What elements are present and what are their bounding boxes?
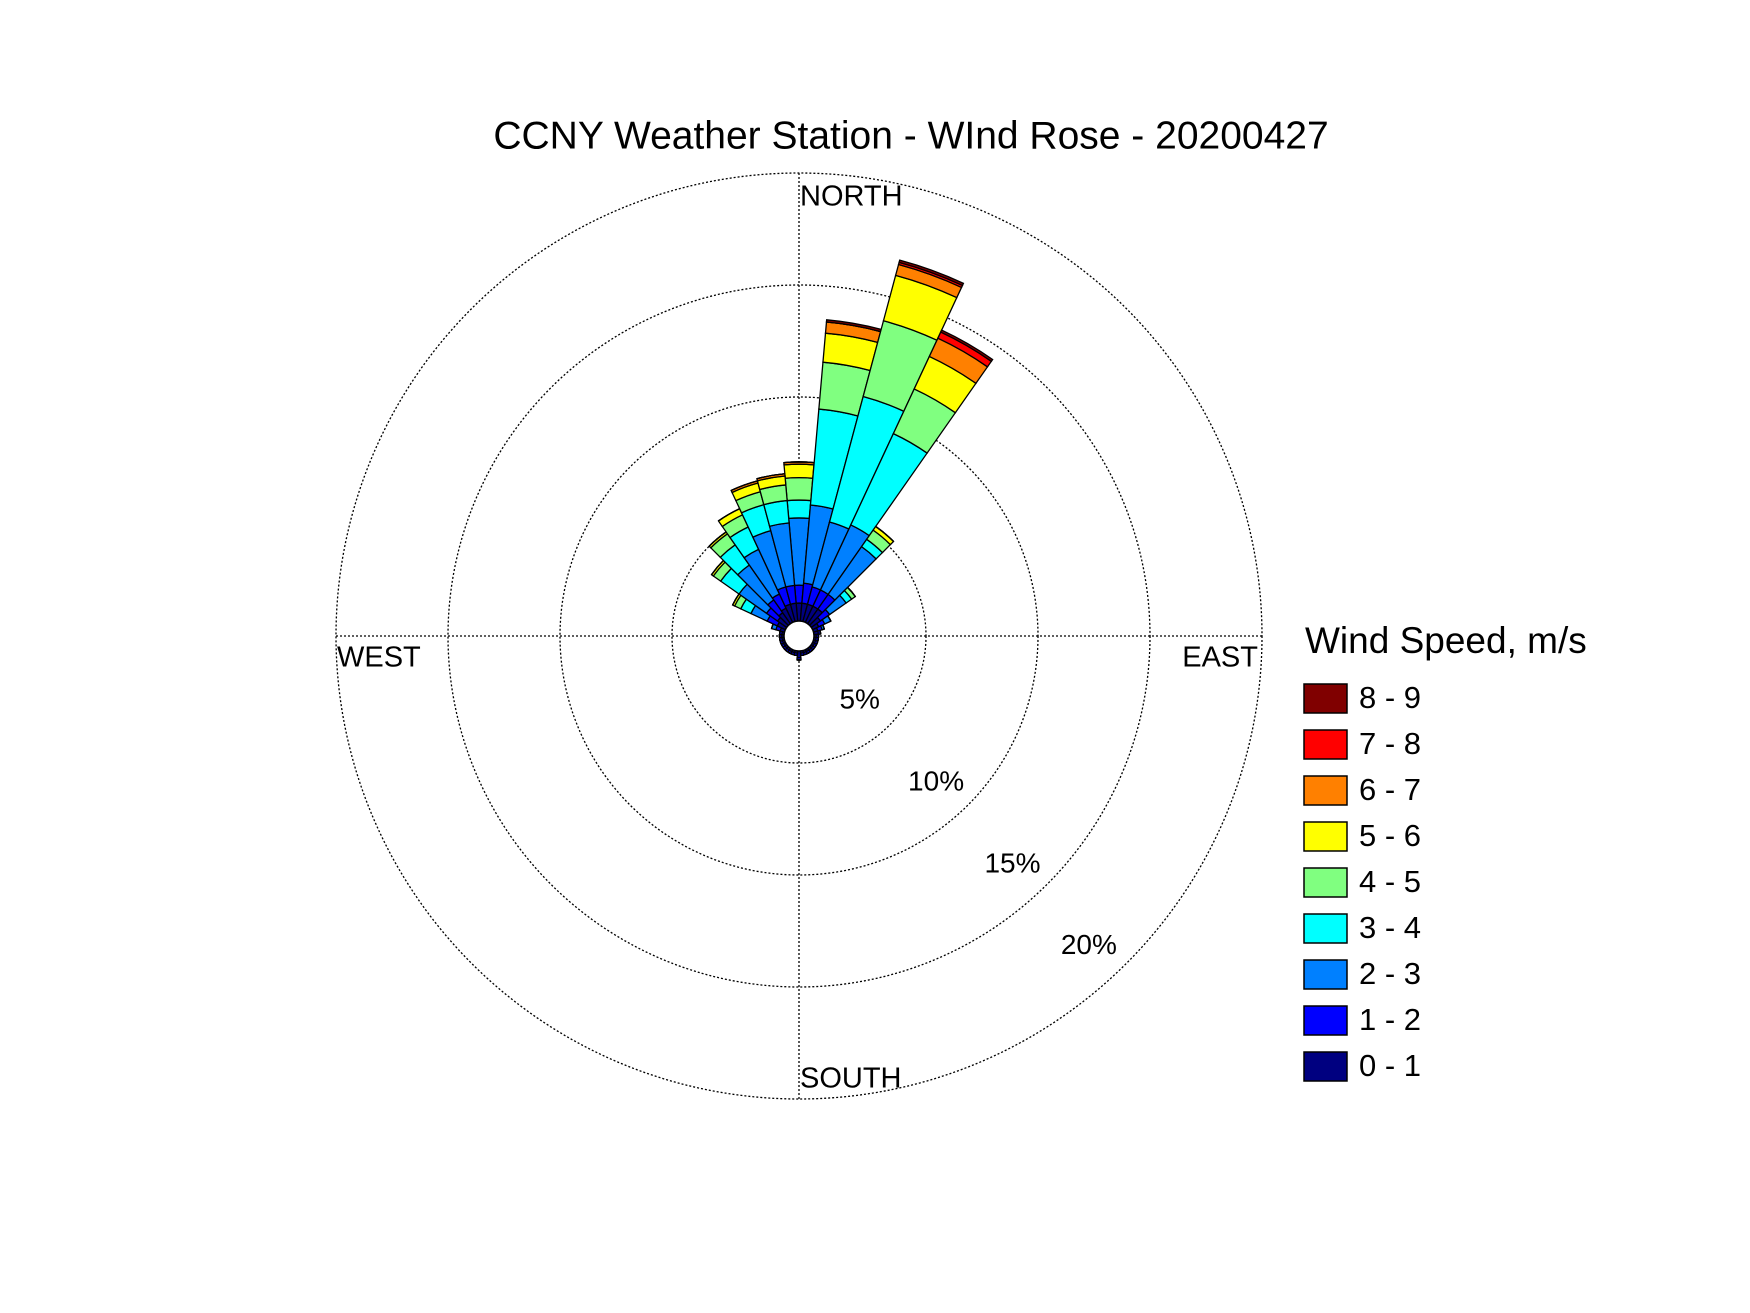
wind-segment — [875, 525, 895, 542]
direction-label: SOUTH — [800, 1063, 902, 1095]
legend-swatch — [1303, 821, 1348, 852]
legend-label: 7 - 8 — [1359, 726, 1421, 761]
legend-label: 1 - 2 — [1359, 1002, 1421, 1037]
center-hole — [783, 620, 815, 652]
wind-segment — [822, 624, 825, 630]
grid-ring — [447, 284, 1151, 988]
legend-swatch — [1303, 1005, 1348, 1036]
chart-title: CCNY Weather Station - WInd Rose - 20200… — [493, 114, 1328, 157]
grid-ring — [671, 508, 927, 764]
legend-label: 5 - 6 — [1359, 818, 1421, 853]
legend-label: 8 - 9 — [1359, 680, 1421, 715]
wind-segment — [939, 329, 994, 363]
legend-swatch — [1303, 729, 1348, 760]
grid-ring — [335, 172, 1263, 1100]
legend-swatch — [1303, 959, 1348, 990]
radial-tick-label: 5% — [839, 683, 879, 714]
legend-swatch — [1303, 683, 1348, 714]
legend-swatch — [1303, 913, 1348, 944]
wind-segment — [786, 499, 812, 520]
radial-tick-label: 15% — [984, 847, 1040, 878]
legend-swatch — [1303, 867, 1348, 898]
wind-segment — [783, 461, 815, 464]
legend-label: 0 - 1 — [1359, 1048, 1421, 1083]
legend-title: Wind Speed, m/s — [1305, 620, 1587, 661]
wind-segment — [819, 630, 822, 635]
direction-label: WEST — [337, 642, 421, 674]
direction-label: NORTH — [800, 181, 903, 213]
wind-segment — [783, 463, 815, 479]
legend-label: 4 - 5 — [1359, 864, 1421, 899]
wind-segment — [898, 259, 965, 287]
radial-tick-label: 10% — [908, 765, 964, 796]
wind-segment — [784, 476, 814, 502]
grid-ring — [559, 396, 1039, 876]
legend-swatch — [1303, 775, 1348, 806]
direction-label: EAST — [1182, 642, 1258, 674]
radial-tick-label: 20% — [1061, 929, 1117, 960]
legend-label: 2 - 3 — [1359, 956, 1421, 991]
legend-label: 6 - 7 — [1359, 772, 1421, 807]
legend-swatch — [1303, 1051, 1348, 1082]
legend-label: 3 - 4 — [1359, 910, 1421, 945]
